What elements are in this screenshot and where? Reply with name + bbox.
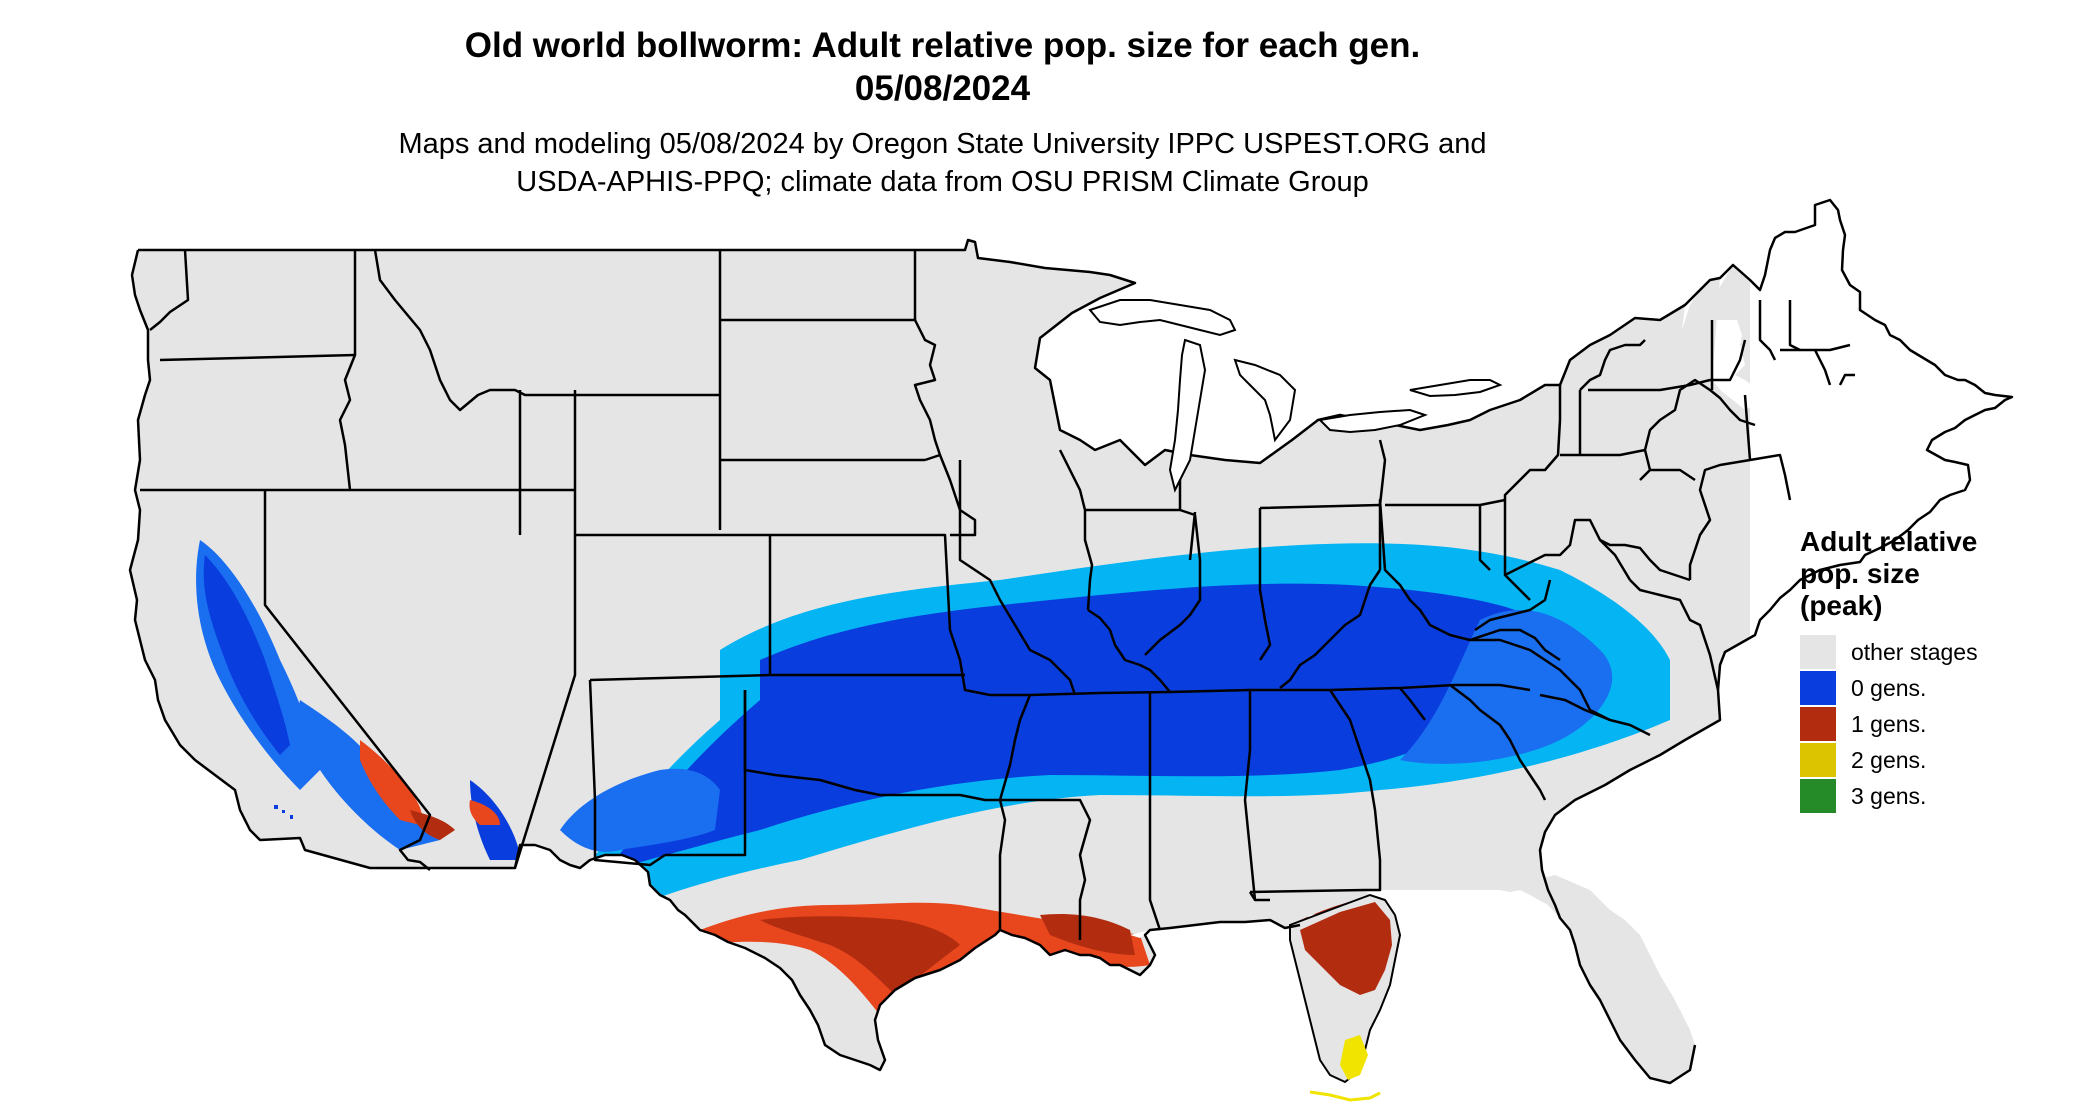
legend-label-0-gens: 0 gens.: [1851, 674, 1927, 701]
legend-item-other-stages: other stages: [1800, 634, 1978, 670]
legend-title-line1: Adult relative: [1800, 526, 1978, 557]
map-title-date: 05/08/2024: [854, 69, 1031, 108]
map-subtitle-line2: USDA-APHIS-PPQ; climate data from OSU PR…: [516, 166, 1369, 198]
legend-label-1-gens: 1 gens.: [1851, 710, 1927, 737]
legend: Adult relative pop. size (peak) other st…: [1800, 526, 1978, 814]
legend-title-line2: pop. size: [1800, 558, 1920, 589]
legend-item-1-gens: 1 gens.: [1800, 706, 1978, 742]
legend-swatch-other-stages: [1800, 635, 1836, 669]
map-subtitle-line1: Maps and modeling 05/08/2024 by Oregon S…: [398, 128, 1487, 160]
legend-swatch-1-gens: [1800, 707, 1836, 741]
legend-swatch-2-gens: [1800, 743, 1836, 777]
legend-item-3-gens: 3 gens.: [1800, 778, 1978, 814]
legend-item-0-gens: 0 gens.: [1800, 670, 1978, 706]
legend-title-line3: (peak): [1800, 590, 1883, 621]
legend-swatch-3-gens: [1800, 779, 1836, 813]
legend-item-2-gens: 2 gens.: [1800, 742, 1978, 778]
legend-label-3-gens: 3 gens.: [1851, 782, 1927, 809]
legend-label-other-stages: other stages: [1851, 638, 1978, 665]
legend-title: Adult relative pop. size (peak): [1800, 526, 1978, 622]
legend-swatch-0-gens: [1800, 671, 1836, 705]
map-title-line1: Old world bollworm: Adult relative pop. …: [464, 26, 1421, 65]
legend-items: other stages 0 gens. 1 gens. 2 gens. 3 g…: [1800, 634, 1978, 814]
legend-label-2-gens: 2 gens.: [1851, 746, 1927, 773]
